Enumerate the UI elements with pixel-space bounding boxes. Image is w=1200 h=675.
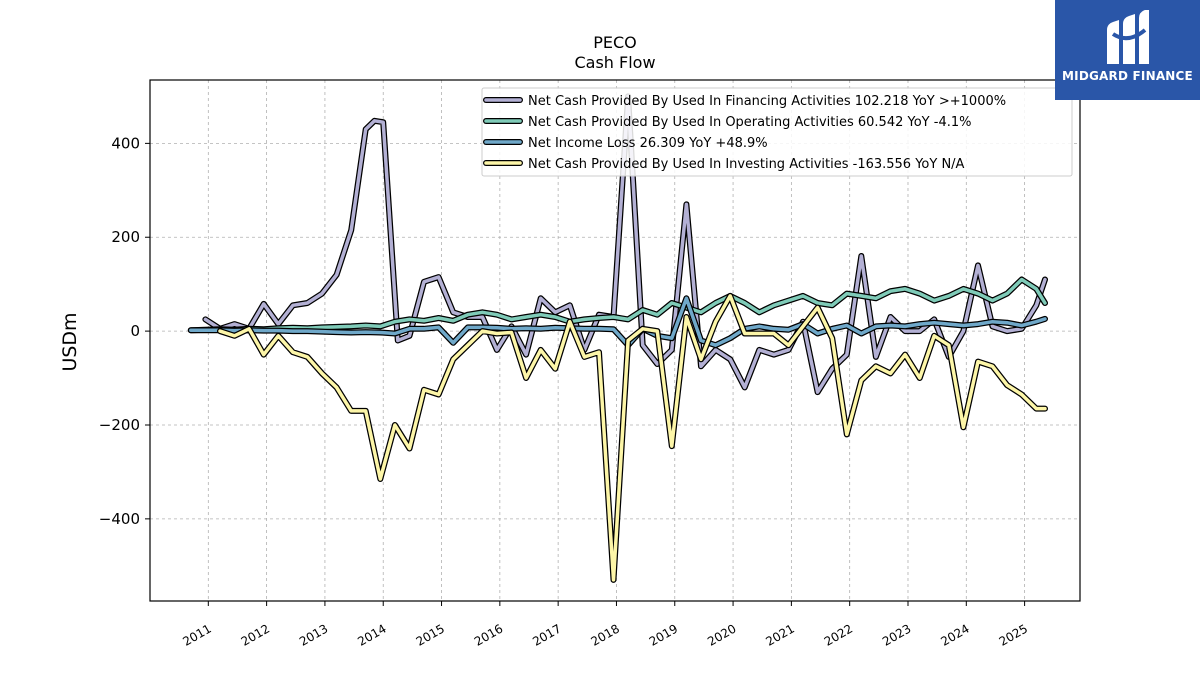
x-tick-label: 2015	[414, 621, 447, 648]
x-axis: 2011 2012 2013 2014 2015 2016 2017 2018 2019 2020…	[180, 601, 1030, 649]
legend: Net Cash Provided By Used In Financing A…	[481, 87, 1073, 177]
y-axis-label: USDm	[59, 312, 81, 371]
y-tick-label: 0	[130, 322, 140, 340]
series-lines	[187, 93, 1048, 583]
legend-label: Net Cash Provided By Used In Financing A…	[528, 94, 1006, 109]
x-tick-label: 2013	[297, 621, 330, 648]
y-tick-label: 400	[111, 134, 140, 152]
legend-box	[481, 87, 1073, 177]
x-tick-label: 2011	[180, 621, 213, 648]
logo-text: MIDGARD FINANCE	[1062, 69, 1193, 83]
chart-title: PECO	[593, 33, 637, 52]
chart-subtitle: Cash Flow	[574, 53, 655, 72]
x-tick-label: 2020	[705, 621, 738, 648]
series-line-outline	[187, 295, 1048, 349]
midgard-finance-logo: MIDGARD FINANCE	[1055, 0, 1200, 100]
y-tick-label: −200	[99, 416, 140, 434]
x-tick-label: 2022	[822, 621, 855, 648]
x-tick-label: 2025	[997, 621, 1030, 648]
series-line	[218, 294, 1047, 582]
series-line	[189, 296, 1047, 347]
x-tick-label: 2023	[880, 621, 913, 648]
y-tick-label: −400	[99, 510, 140, 528]
legend-label: Net Cash Provided By Used In Investing A…	[528, 157, 965, 172]
series-line	[189, 277, 1047, 332]
x-tick-label: 2021	[763, 621, 796, 648]
x-tick-label: 2014	[355, 621, 388, 648]
midgard-logo-mark-icon	[1107, 10, 1149, 64]
plot-frame	[149, 79, 1081, 602]
x-tick-label: 2018	[589, 621, 622, 648]
x-tick-label: 2019	[647, 621, 680, 648]
y-axis: 400 200 0 −200 −400	[99, 134, 150, 528]
series-line	[203, 94, 1047, 394]
y-tick-label: 200	[111, 228, 140, 246]
legend-label: Net Cash Provided By Used In Operating A…	[528, 115, 971, 130]
x-tick-label: 2017	[530, 621, 563, 648]
x-tick-label: 2016	[472, 621, 505, 648]
x-tick-label: 2012	[239, 621, 272, 648]
legend-label: Net Income Loss 26.309 YoY +48.9%	[528, 136, 768, 151]
x-tick-label: 2024	[938, 621, 971, 648]
